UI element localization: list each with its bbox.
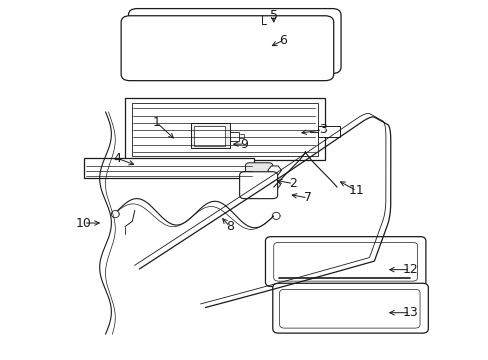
FancyBboxPatch shape <box>279 289 419 328</box>
Bar <box>125 98 325 160</box>
Text: 10: 10 <box>76 216 91 230</box>
Text: 2: 2 <box>289 177 297 190</box>
Text: 7: 7 <box>303 192 311 204</box>
FancyBboxPatch shape <box>245 163 272 179</box>
FancyBboxPatch shape <box>121 16 333 81</box>
Bar <box>229 132 238 140</box>
Text: 1: 1 <box>152 116 161 129</box>
Text: 5: 5 <box>269 9 277 22</box>
FancyBboxPatch shape <box>239 172 277 199</box>
Bar <box>238 134 243 138</box>
Bar <box>190 123 229 148</box>
Bar <box>317 126 339 137</box>
Text: 6: 6 <box>279 33 287 47</box>
FancyBboxPatch shape <box>128 9 340 73</box>
FancyBboxPatch shape <box>272 283 427 333</box>
Bar <box>132 103 317 156</box>
Bar <box>193 126 225 145</box>
Text: 11: 11 <box>348 184 364 197</box>
Text: 8: 8 <box>225 220 233 233</box>
Bar <box>83 158 254 178</box>
FancyBboxPatch shape <box>265 237 425 287</box>
FancyBboxPatch shape <box>245 175 272 194</box>
Text: 13: 13 <box>402 306 417 319</box>
Text: 12: 12 <box>402 263 417 276</box>
FancyBboxPatch shape <box>273 242 417 281</box>
Text: 3: 3 <box>318 123 326 136</box>
Text: 4: 4 <box>114 152 122 165</box>
Text: 9: 9 <box>240 138 248 150</box>
